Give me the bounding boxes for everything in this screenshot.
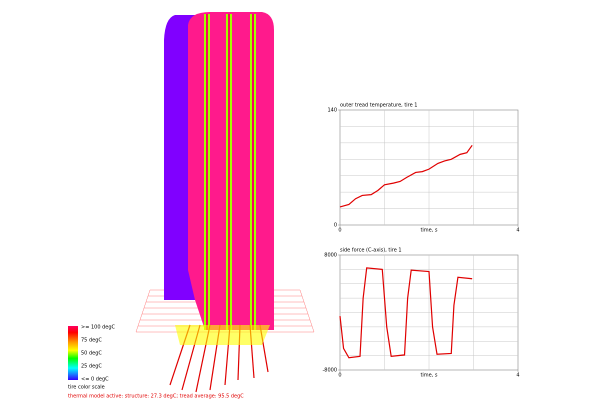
scale-caption: tire color scale — [68, 385, 105, 391]
scale-label: <= 0 degC — [81, 377, 109, 383]
y-tick-label: 0 — [334, 223, 337, 229]
scale-label: 75 degC — [81, 338, 102, 344]
x-tick-label: 4 — [516, 228, 519, 234]
color-scale: >= 100 degC 75 degC 50 degC 25 degC <= 0… — [68, 325, 116, 391]
status-line: thermal model active: structure: 27.3 de… — [68, 394, 244, 400]
color-bar — [68, 326, 78, 380]
x-tick-label: 4 — [516, 373, 519, 379]
y-tick-label: -8000 — [322, 368, 337, 374]
data-line — [339, 267, 473, 359]
chart-title: outer tread temperature, tire 1 — [340, 103, 417, 109]
x-axis-label: time, s — [420, 228, 437, 234]
x-axis-label: time, s — [420, 373, 437, 379]
x-tick-label: 0 — [338, 373, 341, 379]
tire-view — [135, 12, 315, 393]
chart-title: side force (C-axis), tire 1 — [340, 248, 402, 254]
scale-label: 25 degC — [81, 364, 102, 370]
data-line — [339, 144, 473, 208]
scale-label: 50 degC — [81, 351, 102, 357]
scale-label: >= 100 degC — [81, 325, 116, 331]
y-tick-label: 8000 — [324, 253, 337, 259]
y-tick-label: 140 — [327, 108, 337, 114]
x-tick-label: 0 — [338, 228, 341, 234]
